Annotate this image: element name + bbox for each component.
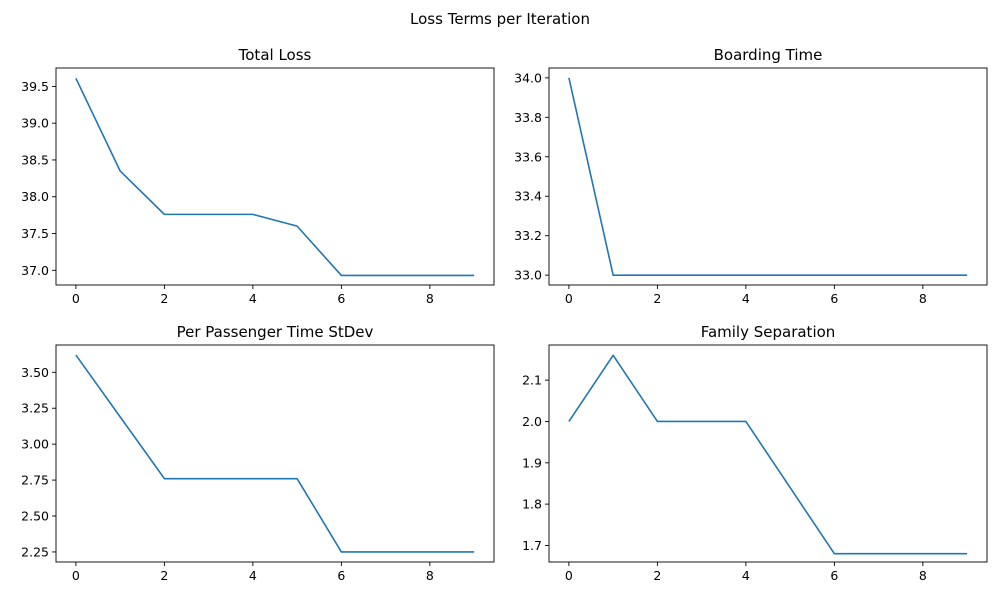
y-tick-label: 33.0 <box>514 268 542 283</box>
y-tick-label: 33.4 <box>514 189 542 204</box>
axes-frame <box>548 67 988 286</box>
y-tick-label: 2.0 <box>522 414 542 429</box>
x-tick-label: 8 <box>426 568 434 583</box>
y-tick-label: 39.5 <box>21 79 49 94</box>
x-tick-label: 6 <box>337 291 345 306</box>
x-tick-label: 2 <box>653 291 661 306</box>
y-tick-label: 2.1 <box>522 373 542 388</box>
x-tick-label: 6 <box>337 568 345 583</box>
x-tick-label: 4 <box>742 291 750 306</box>
series-line-boarding-time <box>568 77 968 276</box>
y-tick-label: 3.25 <box>21 401 49 416</box>
x-tick-label: 4 <box>249 568 257 583</box>
subplot-per-passenger-time-stdev: Per Passenger Time StDev 0 2 4 6 8 2.25 2.50 2.7… <box>21 323 495 583</box>
y-tick-label: 33.2 <box>514 228 542 243</box>
y-tick-label: 2.75 <box>21 473 49 488</box>
subplot-title: Boarding Time <box>714 46 823 64</box>
x-tick-label: 2 <box>160 291 168 306</box>
y-tick-label: 39.0 <box>21 116 49 131</box>
y-tick-label: 33.6 <box>514 149 542 164</box>
subplot-title: Per Passenger Time StDev <box>177 323 374 341</box>
subplot-total-loss: Total Loss 0 2 4 6 8 37.0 37.5 38.0 38.5 39.0 39.5 <box>21 46 495 306</box>
y-tick-label: 34.0 <box>514 70 542 85</box>
y-tick-label: 38.0 <box>21 189 49 204</box>
y-tick-label: 3.50 <box>21 365 49 380</box>
axes-frame <box>55 344 495 563</box>
y-tick-label: 3.00 <box>21 437 49 452</box>
x-tick-label: 4 <box>249 291 257 306</box>
y-tick-label: 33.8 <box>514 110 542 125</box>
x-tick-label: 0 <box>72 291 80 306</box>
subplot-family-separation: Family Separation 0 2 4 6 8 1.7 1.8 1.9 2.0 2.1 <box>522 323 988 583</box>
subplot-boarding-time: Boarding Time 0 2 4 6 8 33.0 33.2 33.4 33.6 33.8 34… <box>514 46 988 306</box>
x-tick-label: 6 <box>830 568 838 583</box>
x-tick-label: 2 <box>653 568 661 583</box>
y-tick-label: 2.25 <box>21 544 49 559</box>
y-tick-label: 37.0 <box>21 263 49 278</box>
y-tick-label: 38.5 <box>21 152 49 167</box>
figure-title: Loss Terms per Iteration <box>410 10 590 28</box>
axes-frame <box>548 344 988 563</box>
x-tick-label: 4 <box>742 568 750 583</box>
y-tick-label: 1.9 <box>522 455 542 470</box>
subplot-title: Total Loss <box>238 46 312 64</box>
y-tick-label: 2.50 <box>21 509 49 524</box>
y-tick-label: 37.5 <box>21 226 49 241</box>
series-line-total-loss <box>75 77 475 277</box>
x-tick-label: 2 <box>160 568 168 583</box>
axes-frame <box>55 67 495 286</box>
subplots: Total Loss 0 2 4 6 8 37.0 37.5 38.0 38.5 39.0 39.5 B… <box>21 46 988 583</box>
y-tick-label: 1.8 <box>522 497 542 512</box>
subplot-title: Family Separation <box>701 323 836 341</box>
x-tick-label: 6 <box>830 291 838 306</box>
x-tick-label: 8 <box>919 291 927 306</box>
x-tick-label: 8 <box>426 291 434 306</box>
y-tick-label: 1.7 <box>522 538 542 553</box>
x-tick-label: 0 <box>565 568 573 583</box>
x-tick-label: 0 <box>565 291 573 306</box>
x-tick-label: 0 <box>72 568 80 583</box>
series-line-family-separation <box>568 354 968 555</box>
series-line-per-passenger-time-stdev <box>75 354 475 553</box>
x-tick-label: 8 <box>919 568 927 583</box>
